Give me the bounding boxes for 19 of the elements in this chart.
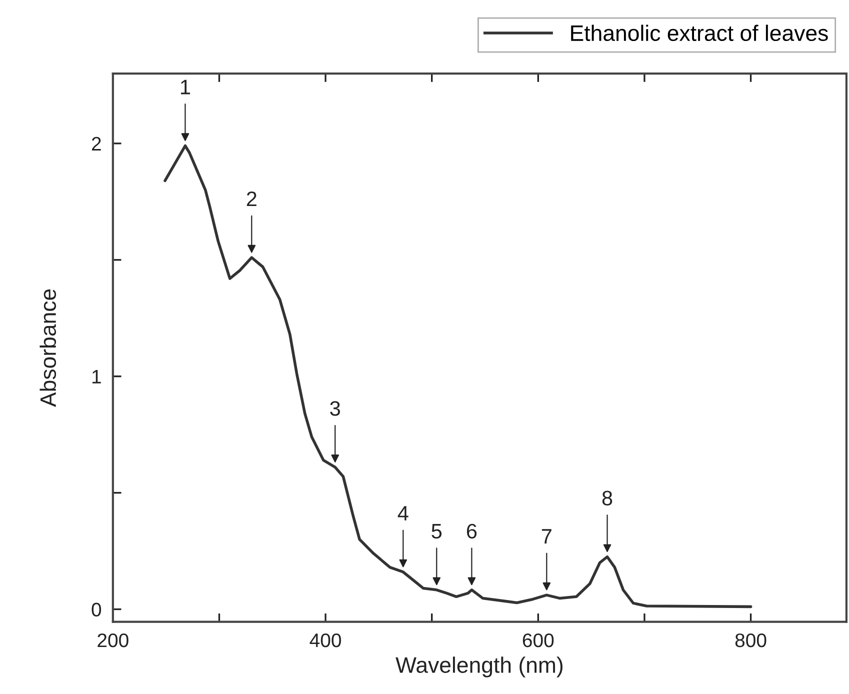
x-tick-label: 600 [522, 633, 554, 648]
x-tick-label: 800 [735, 633, 766, 648]
y-tick-label: 1 [92, 370, 101, 384]
annotation: 4 [398, 506, 408, 520]
y-tick-label: 2 [92, 136, 101, 150]
y-axis-title: Absorbance [40, 289, 56, 407]
x-tick-label: 400 [310, 633, 341, 648]
x-tick-label: 200 [98, 633, 128, 648]
x-axis-title: Wavelength (nm) [396, 656, 562, 678]
annotation: 6 [466, 524, 477, 539]
annotation: 3 [330, 401, 340, 416]
line-series [164, 144, 752, 608]
legend-label: Ethanolic extract of leaves [571, 24, 828, 42]
annotation: 1 [181, 80, 190, 94]
annotation: 7 [542, 529, 552, 544]
annotation: 5 [432, 524, 442, 539]
annotation: 2 [246, 191, 256, 206]
y-tick-label: 0 [92, 602, 102, 616]
annotation: 8 [602, 490, 612, 506]
